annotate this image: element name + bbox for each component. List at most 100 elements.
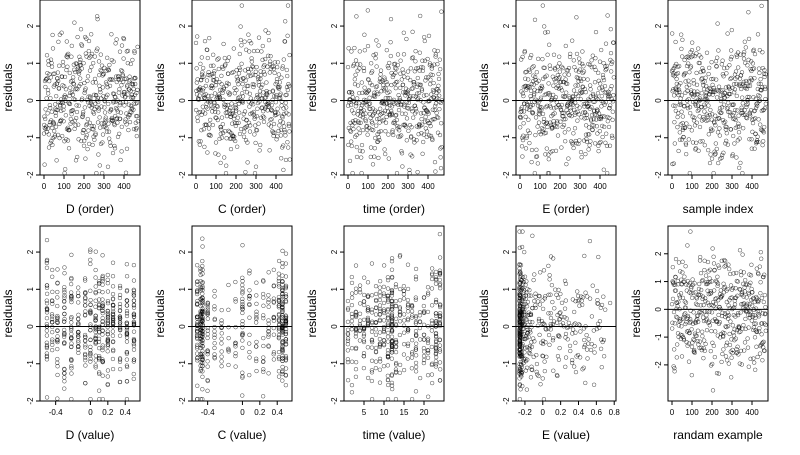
data-point (202, 95, 207, 101)
data-point (197, 85, 203, 90)
data-point (390, 301, 395, 307)
data-point (240, 286, 245, 291)
data-point (710, 92, 715, 97)
data-point (546, 81, 551, 86)
data-point (729, 27, 734, 33)
data-point (732, 302, 738, 307)
data-point (573, 83, 578, 88)
data-point (759, 256, 764, 261)
data-point (112, 122, 117, 128)
data-point (119, 43, 125, 48)
data-point (355, 96, 360, 101)
data-point (401, 90, 406, 95)
data-point (688, 111, 693, 116)
data-point (728, 283, 734, 288)
data-point (76, 312, 81, 317)
y-tick-label: -1 (178, 134, 187, 142)
data-point (524, 335, 529, 341)
data-point (110, 306, 116, 311)
data-point (275, 60, 280, 65)
data-point (249, 41, 254, 46)
data-point (424, 108, 429, 113)
data-point (351, 111, 356, 116)
data-point (55, 334, 60, 339)
data-point (698, 69, 703, 75)
data-point (252, 116, 257, 121)
data-point (369, 368, 374, 373)
data-point (518, 349, 524, 355)
data-point (580, 367, 585, 372)
data-point (609, 133, 615, 138)
data-point (525, 299, 530, 305)
data-point (399, 149, 404, 154)
data-point (678, 291, 684, 296)
data-point (93, 284, 98, 289)
data-point (747, 110, 752, 115)
data-point (53, 113, 58, 118)
data-point (526, 77, 531, 82)
data-point (538, 97, 543, 102)
data-point (44, 301, 50, 306)
data-point (542, 296, 547, 301)
data-point (365, 321, 371, 326)
data-point (126, 114, 131, 120)
data-point (377, 289, 383, 295)
data-point (685, 278, 690, 284)
data-point (528, 351, 533, 357)
data-point (677, 102, 682, 107)
data-point (349, 346, 355, 351)
data-point (133, 81, 138, 87)
data-point (536, 316, 542, 322)
data-point (433, 54, 438, 59)
y-tick-label: 0 (26, 324, 35, 329)
data-point (102, 110, 108, 115)
data-point (756, 66, 762, 71)
data-point (609, 61, 614, 67)
data-point (110, 333, 116, 338)
data-point (406, 128, 411, 133)
data-point (405, 316, 411, 321)
data-point (679, 32, 684, 37)
data-point (354, 132, 359, 138)
data-point (200, 236, 205, 241)
data-point (245, 140, 250, 145)
data-point (229, 70, 235, 75)
y-axis-label: residuals (629, 289, 643, 337)
data-point (70, 108, 75, 113)
data-point (607, 300, 613, 306)
y-tick-label: 1 (654, 279, 663, 284)
y-axis-label: residuals (629, 63, 643, 111)
data-point (754, 329, 760, 334)
data-point (519, 312, 525, 318)
x-tick-label: 100 (57, 182, 71, 191)
data-point (716, 160, 721, 166)
data-point (93, 267, 98, 273)
data-point (705, 97, 710, 102)
data-point (673, 108, 678, 113)
data-point (373, 365, 378, 371)
data-point (727, 266, 732, 272)
data-point (727, 305, 732, 311)
data-point (130, 82, 136, 87)
data-point (543, 340, 548, 345)
data-point (205, 364, 210, 369)
data-point (389, 82, 394, 88)
data-point (731, 82, 737, 87)
data-point (105, 85, 110, 90)
data-point (723, 263, 728, 268)
data-point (377, 330, 383, 335)
data-point (266, 270, 271, 275)
data-point (62, 74, 68, 80)
data-point (750, 303, 755, 308)
data-point (195, 118, 200, 124)
data-point (393, 369, 399, 374)
data-point (245, 74, 250, 79)
data-point (247, 129, 253, 134)
data-point (545, 124, 550, 130)
data-point (359, 142, 365, 148)
data-point (692, 115, 697, 120)
data-point (50, 342, 55, 347)
data-point (602, 114, 607, 119)
data-point (96, 59, 102, 64)
